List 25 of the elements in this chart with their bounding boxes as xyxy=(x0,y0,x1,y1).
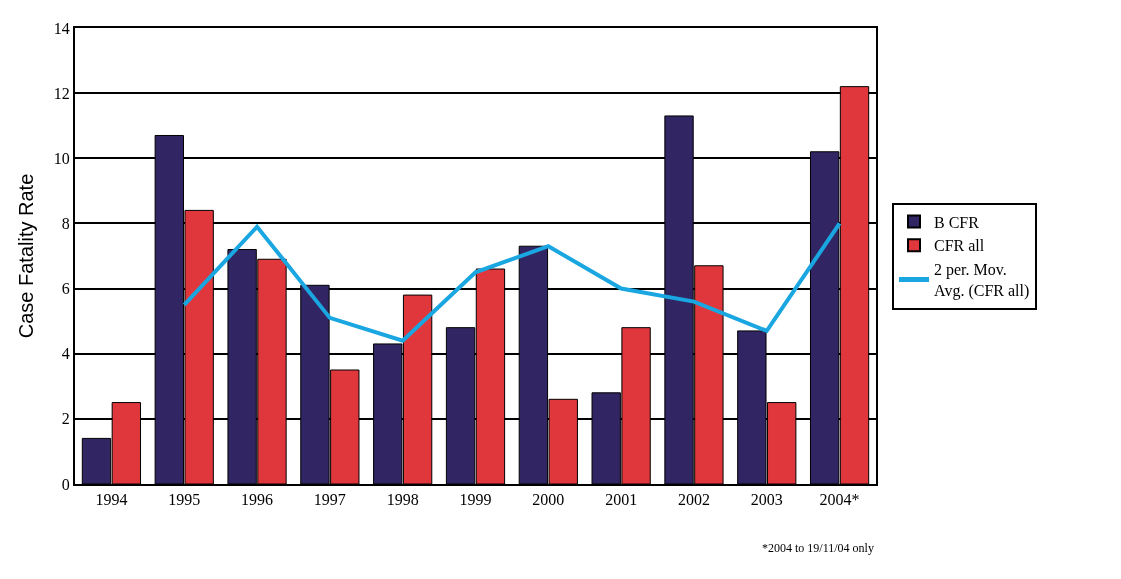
x-tick-label: 1997 xyxy=(313,491,346,509)
y-tick-label: 10 xyxy=(53,149,70,167)
x-tick-label: 1995 xyxy=(168,491,201,509)
y-tick-label: 0 xyxy=(61,475,70,493)
x-tick-label: 2004* xyxy=(819,491,860,509)
y-tick-label: 8 xyxy=(61,215,70,233)
y-tick-label: 4 xyxy=(61,345,70,363)
y-tick-label: 2 xyxy=(61,410,70,428)
y-axis-title: Case Fatality Rate xyxy=(14,173,37,339)
y-tick-label: 12 xyxy=(53,84,70,102)
x-tick-label: 2000 xyxy=(532,491,565,509)
x-tick-label: 2003 xyxy=(750,491,783,509)
x-tick-label: 1996 xyxy=(241,491,274,509)
x-tick-label: 1994 xyxy=(95,491,128,509)
text: *2004 to 19/11/04 only xyxy=(762,541,874,555)
y-tick-label: 14 xyxy=(53,19,70,37)
legend-label: CFR all xyxy=(934,237,985,255)
line-series xyxy=(182,221,842,343)
legend-label: B CFR xyxy=(934,213,980,231)
x-tick-label: 1998 xyxy=(386,491,419,509)
legend-label: 2 per. Mov. Avg. (CFR all) xyxy=(934,261,1030,301)
x-tick-label: 1999 xyxy=(459,491,492,509)
y-tick-label: 6 xyxy=(61,280,70,298)
x-tick-label: 2002 xyxy=(677,491,710,509)
x-tick-label: 2001 xyxy=(605,491,638,509)
